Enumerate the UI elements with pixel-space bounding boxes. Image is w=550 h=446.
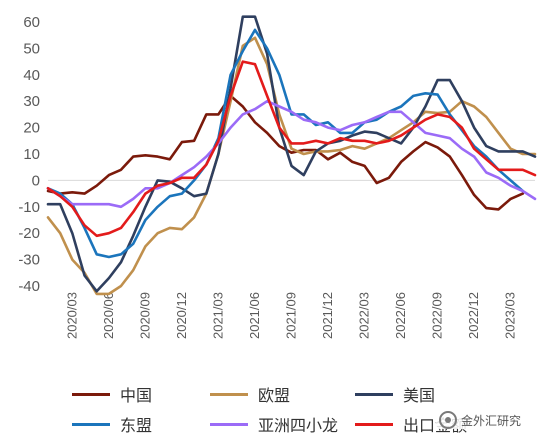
legend-item-china: 中国 [72,382,152,406]
legend-swatch-eu [210,392,248,396]
legend-label-china: 中国 [120,386,153,405]
series-line-5 [46,60,537,238]
x-tick-label: 2021/06 [247,292,262,339]
wechat-icon [439,411,457,429]
y-tick-label: -40 [18,278,40,295]
x-axis: 2020/03 2020/06 2020/09 2020/12 2021/03 2021/… [48,179,535,339]
series-line-4 [46,99,537,209]
y-tick-label: -30 [18,252,40,269]
legend-item-asean: 东盟 [72,412,152,436]
legend-label-eu: 欧盟 [258,386,291,405]
x-tick-label: 2022/03 [357,292,372,339]
x-tick-label: 2020/03 [64,292,79,339]
watermark-text: 金外汇研究 [461,413,522,428]
y-tick-label: -10 [18,199,40,216]
x-tick-label: 2021/12 [320,292,335,339]
y-tick-label: 60 [23,14,40,31]
x-tick-label: 2022/12 [466,292,481,339]
x-tick-label: 2020/09 [137,292,152,339]
y-tick-label: 0 [32,172,40,189]
legend-swatch-us [355,392,393,396]
legend-swatch-china [72,392,110,396]
x-tick-label: 2021/09 [284,292,299,339]
legend-label-asean: 东盟 [120,416,153,435]
series-layer [46,15,537,296]
series-line-3 [46,28,525,259]
legend-label-four-tigers: 亚洲四小龙 [258,416,339,435]
legend-swatch-four-tigers [210,422,248,426]
legend-item-eu: 欧盟 [210,382,290,406]
y-tick-label: 40 [23,67,40,84]
x-tick-label: 2023/03 [503,292,518,339]
x-tick-label: 2020/12 [174,292,189,339]
legend-swatch-asean [72,422,110,426]
y-axis: 60 50 40 30 20 10 0 -10 -20 -30 -40 [18,14,40,295]
x-tick-label: 2021/03 [210,292,225,339]
legend-label-us: 美国 [403,386,436,405]
legend-item-us: 美国 [355,382,435,406]
series-line-2 [46,15,537,293]
y-tick-label: 30 [23,93,40,110]
x-tick-label: 2022/06 [393,292,408,339]
y-tick-label: -20 [18,225,40,242]
watermark: 金外汇研究 [436,411,525,429]
legend-swatch-exports [355,422,393,426]
y-tick-label: 10 [23,146,40,163]
x-tick-label: 2020/06 [101,292,116,339]
series-line-1 [46,36,537,296]
y-tick-label: 20 [23,120,40,137]
y-tick-label: 50 [23,40,40,57]
x-tick-label: 2022/09 [430,292,445,339]
legend-item-four-tigers: 亚洲四小龙 [210,412,338,436]
